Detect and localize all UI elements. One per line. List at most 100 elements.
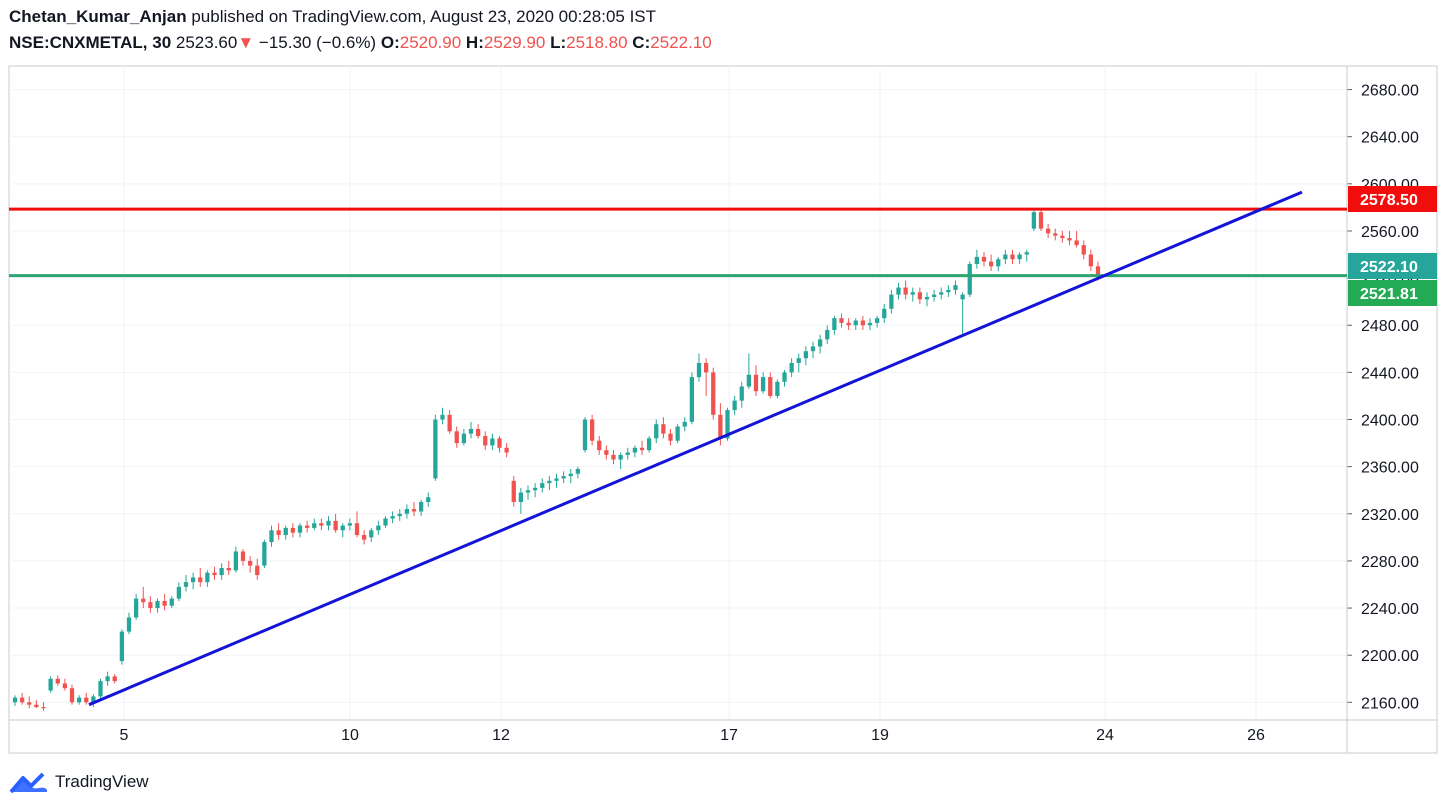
candle-body <box>490 438 495 446</box>
candle-body <box>981 256 987 262</box>
candle-body <box>540 483 545 488</box>
candle-body <box>155 600 160 609</box>
y-tick-label: 2160.00 <box>1361 695 1419 712</box>
candle-body <box>41 707 46 709</box>
candle-body <box>176 586 182 599</box>
candle-body <box>668 433 673 441</box>
y-tick-label: 2200.00 <box>1361 648 1419 665</box>
candle-body <box>832 318 837 330</box>
candle-body <box>233 551 239 571</box>
candle-body <box>219 567 224 576</box>
last-price-label: 2522.10 <box>1360 259 1418 276</box>
candle-body <box>939 292 944 295</box>
candle-body <box>55 678 60 684</box>
candle-body <box>775 381 780 396</box>
symbol-legend: NSE:CNXMETAL, 30 2523.60▼ −15.30 (−0.6%)… <box>9 33 712 53</box>
trendline[interactable] <box>88 190 1303 707</box>
candle-body <box>675 426 680 441</box>
candle-body <box>632 447 638 453</box>
last-price-badge <box>1348 253 1437 279</box>
candle-body <box>803 351 809 359</box>
candle-body <box>511 480 516 502</box>
candle-body <box>62 683 68 689</box>
candle-body <box>646 438 652 451</box>
y-tick-label: 2560.00 <box>1361 224 1419 241</box>
candle-body <box>853 320 858 326</box>
candle-body <box>304 525 310 528</box>
candle-body <box>98 681 103 697</box>
candle-body <box>290 527 296 533</box>
trendline-price-label: 2521.81 <box>1360 286 1418 303</box>
y-tick-label: 2480.00 <box>1361 318 1419 335</box>
resistance-price-badge <box>1348 186 1437 212</box>
candle-body <box>760 377 766 392</box>
brand-name: TradingView <box>55 772 149 791</box>
candle-body <box>753 374 759 392</box>
candle-body <box>262 542 267 566</box>
candle-body <box>340 525 345 531</box>
candle-body <box>682 421 687 427</box>
x-tick-label: 24 <box>1096 727 1114 744</box>
high-value: 2529.90 <box>483 33 546 52</box>
candle-body <box>27 702 32 705</box>
candle-body <box>333 520 338 531</box>
candle-body <box>1003 254 1008 260</box>
candle-body <box>604 450 609 455</box>
candle-body <box>1067 238 1072 241</box>
open-label: O: <box>380 33 400 52</box>
candle-body <box>924 296 930 300</box>
candle-body <box>903 287 908 295</box>
candle-body <box>825 329 830 340</box>
candle-body <box>867 322 873 326</box>
candle-body <box>846 322 851 326</box>
candle-body <box>475 428 481 437</box>
candle-body <box>1088 254 1094 267</box>
candle-body <box>418 502 424 512</box>
candle-body <box>205 572 210 583</box>
candle-body <box>732 400 737 411</box>
candle-body <box>162 600 167 606</box>
candle-body <box>703 362 709 373</box>
candle-body <box>718 414 723 439</box>
candle-body <box>974 256 980 264</box>
x-tick-label: 10 <box>341 727 359 744</box>
x-tick-label: 5 <box>120 727 129 744</box>
low-label: L: <box>550 33 567 52</box>
candle-body <box>789 362 794 373</box>
candle-body <box>190 577 196 583</box>
high-label: H: <box>465 33 484 52</box>
candle-body <box>433 419 438 479</box>
candle-body <box>312 523 317 528</box>
y-tick-label: 2280.00 <box>1361 554 1419 571</box>
candle-body <box>397 513 402 517</box>
x-tick-label: 26 <box>1247 727 1265 744</box>
candle-body <box>383 518 388 526</box>
candle-body <box>276 530 281 535</box>
candle-body <box>917 292 923 300</box>
author-name[interactable]: Chetan_Kumar_Anjan <box>9 7 187 26</box>
candle-body <box>518 492 524 502</box>
chart-frame <box>8 65 1438 754</box>
candle-body <box>461 433 467 444</box>
candle-body <box>426 497 431 502</box>
candle-body <box>212 572 217 576</box>
candle-body <box>946 289 951 293</box>
y-tick-label: 2680.00 <box>1361 83 1419 100</box>
tradingview-branding[interactable]: TradingView <box>9 770 149 794</box>
candle-body <box>504 447 509 453</box>
candle-body <box>889 294 894 309</box>
close-label: C: <box>632 33 651 52</box>
candle-body <box>960 294 965 300</box>
candle-body <box>269 530 274 543</box>
candle-body <box>169 598 174 606</box>
candle-body <box>882 308 887 319</box>
candle-body <box>988 261 994 267</box>
y-tick-label: 2440.00 <box>1361 365 1419 382</box>
candle-body <box>996 259 1001 267</box>
candle-body <box>1074 240 1079 246</box>
candle-body <box>782 372 787 382</box>
candle-body <box>105 676 110 682</box>
candle-body <box>931 294 937 297</box>
candle-body <box>625 452 630 455</box>
